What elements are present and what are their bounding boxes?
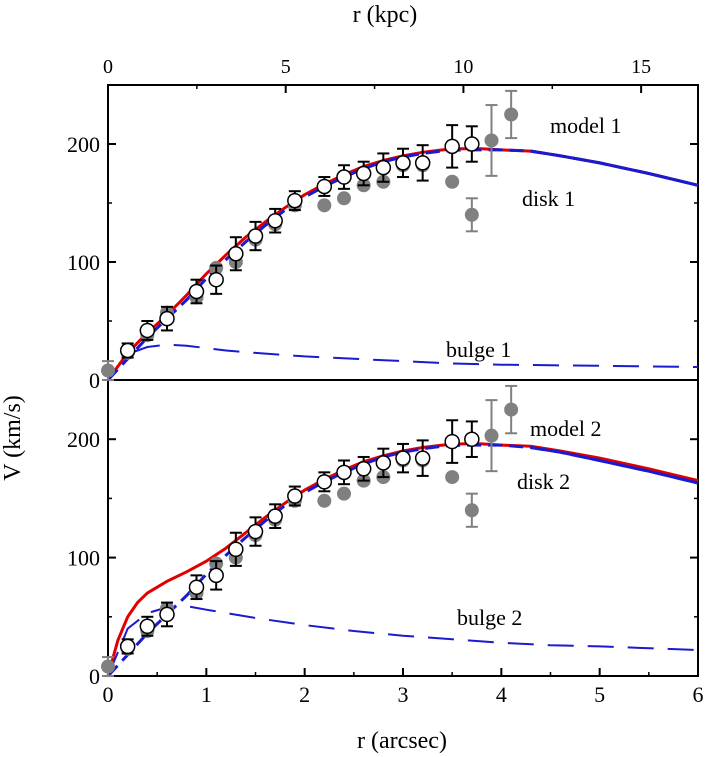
open-point: [336, 169, 352, 185]
open-point: [464, 136, 480, 152]
open-point: [208, 271, 224, 288]
x-tick-label: 2: [299, 682, 310, 707]
open-point: [414, 155, 431, 171]
model-label: model 2: [530, 416, 602, 441]
filled-point: [317, 198, 332, 213]
open-point: [228, 541, 244, 558]
x-top-axis-label: r (kpc): [353, 2, 418, 28]
x-tick-label: 6: [693, 682, 704, 707]
panel-2-series: 0 100 200 model 2 disk 2 bulge 2: [67, 384, 699, 689]
panel-2-frame: [107, 379, 699, 677]
filled-point: [101, 363, 115, 378]
x-tick-label: 3: [398, 682, 409, 707]
open-point: [355, 461, 372, 477]
y-tick-label: 0: [89, 664, 100, 689]
filled-point: [445, 470, 460, 485]
disk-curve: [106, 148, 699, 382]
filled-point: [504, 107, 519, 122]
filled-point: [484, 133, 499, 148]
open-point: [395, 450, 411, 466]
filled-point: [484, 428, 499, 443]
y-tick-label: 0: [89, 368, 100, 393]
filled-point: [337, 191, 351, 206]
disk-curve-outer: [530, 446, 699, 485]
filled-point: [464, 503, 479, 518]
x-top-tick-label: 5: [281, 56, 291, 78]
open-point: [208, 567, 224, 584]
open-point: [159, 310, 175, 327]
open-point: [375, 159, 392, 176]
disk-curve: [106, 443, 699, 678]
bulge-curve: [107, 605, 699, 677]
disk-label: disk 2: [517, 469, 570, 494]
y-tick-label: 200: [67, 427, 100, 452]
open-point: [119, 342, 136, 359]
open-point: [159, 606, 175, 623]
open-point: [139, 322, 156, 339]
filled-point: [464, 207, 479, 222]
x-tick-label: 0: [103, 682, 114, 707]
open-point: [119, 638, 136, 655]
open-point: [247, 523, 264, 540]
open-point: [444, 138, 460, 155]
filled-point: [445, 174, 460, 189]
x-top-tick-label: 0: [103, 56, 113, 78]
open-point: [247, 228, 264, 244]
open-point: [355, 165, 372, 182]
open-point: [316, 474, 333, 490]
model-label: model 1: [550, 113, 622, 138]
bulge-label: bulge 1: [446, 337, 511, 362]
x-top-tick-label: 10: [453, 56, 473, 78]
x-tick-label: 1: [201, 682, 212, 707]
bulge-curve: [107, 343, 699, 381]
y-tick-label: 200: [67, 132, 100, 157]
open-point: [336, 464, 352, 481]
y-axis-label: V (km/s): [0, 395, 26, 481]
open-point: [395, 155, 411, 171]
open-point: [414, 450, 431, 466]
model-curve: [106, 442, 699, 677]
filled-point: [101, 659, 115, 674]
plot-area: 0 1 2 3 4 5 6 0 5 10 15 0 100 200 model 1 disk 1 bulge 1…: [67, 56, 704, 707]
x-top-tick-label: 15: [631, 56, 651, 78]
panel-1-series: 0 100 200 model 1 disk 1 bulge 1: [67, 89, 699, 393]
model-curve: [106, 147, 699, 381]
open-point: [287, 488, 303, 504]
x-axis-label: r (arcsec): [357, 728, 447, 754]
open-point: [267, 508, 283, 524]
open-point: [287, 192, 303, 209]
open-point: [139, 618, 156, 635]
y-tick-label: 100: [67, 250, 100, 275]
x-tick-label: 4: [496, 682, 507, 707]
open-point: [267, 212, 283, 229]
filled-point: [317, 493, 332, 508]
disk-curve-outer: [530, 149, 699, 187]
open-point: [228, 245, 244, 262]
open-point: [464, 431, 480, 447]
open-point: [188, 579, 205, 595]
x-tick-label: 5: [594, 682, 605, 707]
open-point: [188, 283, 205, 300]
y-tick-label: 100: [67, 546, 100, 571]
filled-point: [504, 402, 519, 417]
open-point: [444, 433, 460, 450]
open-point: [316, 178, 333, 195]
open-point: [375, 455, 392, 471]
bulge-label: bulge 2: [457, 605, 522, 630]
disk-label: disk 1: [522, 186, 575, 211]
filled-point: [337, 486, 351, 501]
